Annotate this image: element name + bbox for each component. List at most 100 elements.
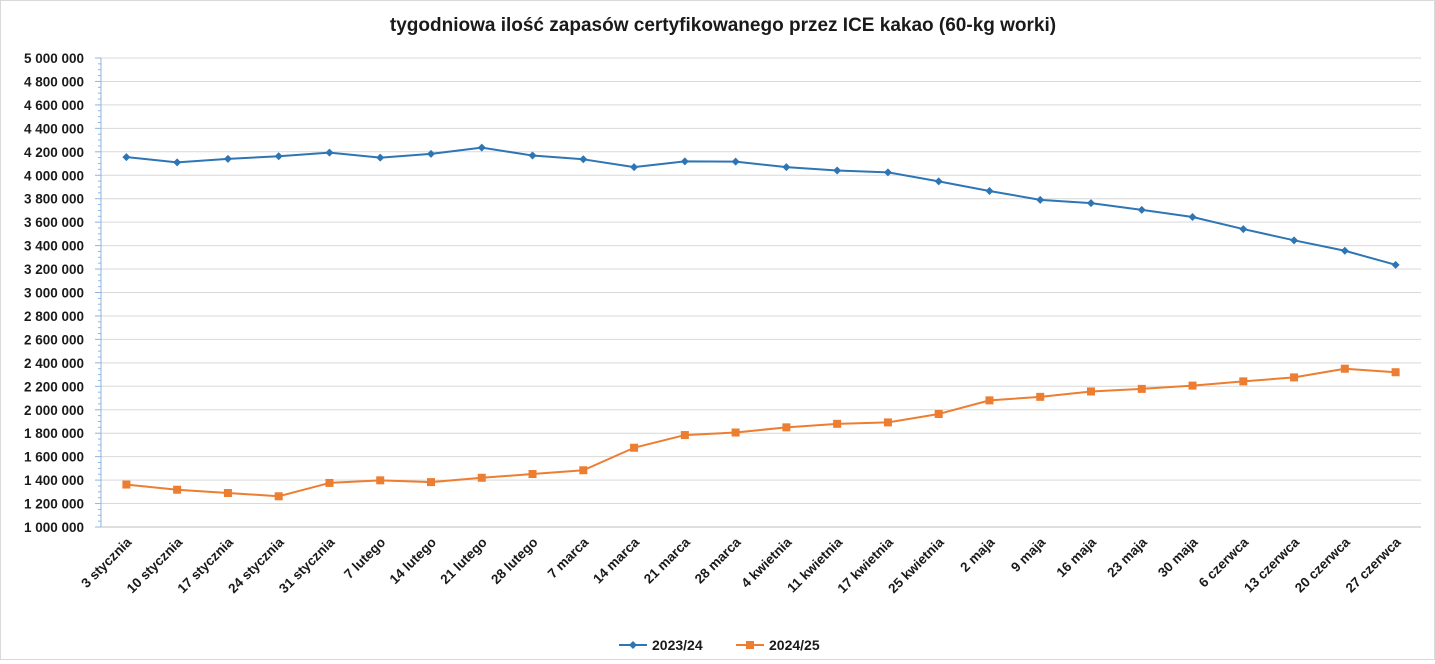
series-line [126,367,1396,498]
y-tick-label: 5 000 000 [24,51,84,66]
y-tick-label: 2 600 000 [24,332,84,347]
series-2 [122,364,1400,501]
data-point [122,480,131,489]
data-point [985,186,994,195]
data-point [1087,199,1095,208]
data-point [223,488,232,497]
data-point [1340,246,1349,255]
x-tick-label: 14 lutego [387,535,440,588]
y-tick-label: 2 800 000 [24,309,84,324]
data-point [1290,236,1299,245]
data-point [1036,195,1045,204]
y-tick-label: 3 000 000 [24,286,84,301]
data-point [173,158,182,167]
data-point [427,149,435,158]
y-tick-label: 4 400 000 [24,121,84,136]
y-tick-label: 3 400 000 [24,239,84,254]
data-point [1391,260,1400,269]
data-point [731,428,740,437]
x-tick-label: 2 maja [957,534,998,575]
x-tick-label: 30 maja [1155,534,1201,580]
series-line [126,146,1396,266]
x-tick-label: 25 kwietnia [885,534,947,596]
data-point [782,163,791,172]
y-axis: 1 000 000 1 200 000 1 400 000 1 600 000 1 80… [24,51,102,535]
data-point [1391,368,1400,377]
data-point [1036,392,1045,401]
data-point [680,431,689,440]
data-point [274,492,283,501]
data-point [1239,225,1248,234]
x-tick-label: 7 marca [545,534,592,581]
legend-marker [746,641,754,649]
data-point [1290,373,1299,382]
chart-title: tygodniowa ilość zapasów certyfikowanego… [390,15,1056,36]
data-point [579,466,588,475]
legend-label: 2023/24 [652,637,703,653]
data-point [883,418,892,427]
x-tick-label: 27 czerwca [1343,534,1404,595]
data-point [833,166,842,175]
data-point [477,143,486,152]
data-point [985,396,994,405]
data-point [934,177,943,186]
data-point [883,168,892,177]
data-point [223,154,232,163]
y-tick-label: 3 600 000 [24,215,84,230]
y-tick-label: 4 600 000 [24,98,84,113]
data-point [528,470,537,479]
y-tick-label: 1 400 000 [24,473,84,488]
gridlines [101,57,1421,528]
legend-label: 2024/25 [769,637,820,653]
data-point [934,409,943,418]
y-tick-label: 4 000 000 [24,168,84,183]
data-point [731,157,740,166]
x-tick-label: 14 marca [590,534,642,586]
x-tick-label: 31 stycznia [276,534,338,596]
x-tick-label: 16 maja [1053,534,1099,580]
data-point [477,473,486,482]
y-tick-label: 3 800 000 [24,192,84,207]
y-tick-label: 1 200 000 [24,497,84,512]
y-tick-label: 3 200 000 [24,262,84,277]
data-point [1087,387,1095,396]
x-tick-label: 23 maja [1104,534,1150,580]
y-tick-label: 4 200 000 [24,145,84,160]
y-tick-label: 2 400 000 [24,356,84,371]
y-tick-label: 2 000 000 [24,403,84,418]
x-tick-label: 28 lutego [488,535,541,588]
data-point [1137,205,1146,214]
data-point [122,153,131,162]
data-point [630,163,639,172]
legend: 2023/24 2024/25 [619,637,820,653]
data-point [376,476,385,485]
data-point [680,157,689,166]
data-point [579,155,588,164]
legend-marker [629,641,637,649]
data-point [274,152,283,161]
y-tick-label: 1 600 000 [24,450,84,465]
data-point [1239,377,1248,386]
data-point [782,423,791,432]
y-tick-label: 4 800 000 [24,74,84,89]
y-tick-label: 1 000 000 [24,520,84,535]
data-point [1340,364,1349,373]
data-point [173,485,182,494]
data-point [528,151,537,160]
x-tick-label: 9 maja [1008,534,1049,575]
x-tick-label: 7 lutego [341,535,388,582]
data-point [1188,381,1197,390]
data-point [630,443,639,452]
y-tick-label: 1 800 000 [24,426,84,441]
data-point [325,148,334,157]
x-tick-label: 21 marca [641,534,693,586]
x-tick-label: 21 lutego [437,535,490,588]
data-point [427,478,435,487]
data-point [1188,212,1197,221]
y-tick-label: 2 200 000 [24,379,84,394]
x-tick-label: 28 marca [692,534,744,586]
data-point [325,478,334,487]
